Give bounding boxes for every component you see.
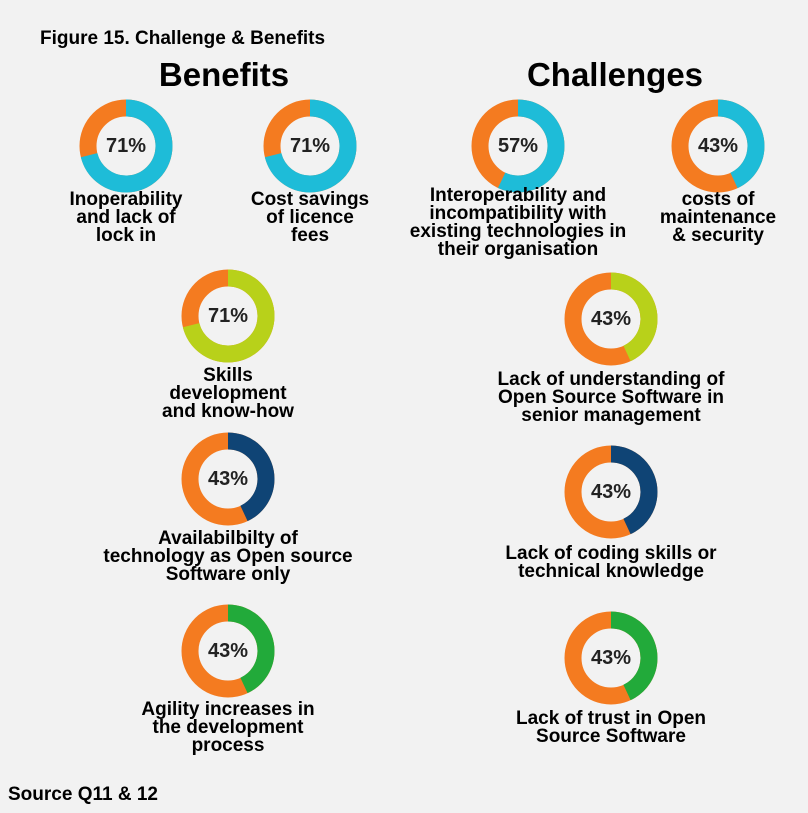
source-note: Source Q11 & 12	[8, 784, 158, 805]
donut-value-slice	[181, 604, 275, 698]
donut-svg	[564, 445, 658, 539]
donut-value-slice	[181, 432, 275, 526]
donut-chart: 43%	[563, 271, 659, 367]
donut-percent-label: 43%	[207, 467, 249, 490]
donut-svg	[564, 272, 658, 366]
donut-label: Skills development and know-how	[162, 365, 294, 422]
donut-label: Cost savings of licence fees	[250, 189, 370, 246]
donut-percent-label: 57%	[497, 134, 539, 157]
donut-value-slice	[471, 99, 565, 193]
donut-value-slice	[181, 269, 275, 363]
donut-value-slice	[564, 445, 658, 539]
donut-label: Lack of trust in Open Source Software	[515, 708, 707, 747]
donut-percent-label: 43%	[207, 639, 249, 662]
donut-chart: 71%	[78, 98, 174, 194]
donut-value-slice	[79, 99, 173, 193]
section-heading-benefits: Benefits	[158, 56, 290, 93]
donut-label: Inoperability and lack of lock in	[69, 189, 183, 246]
donut-percent-label: 43%	[590, 307, 632, 330]
donut-chart: 43%	[180, 431, 276, 527]
donut-svg	[181, 432, 275, 526]
donut-svg	[263, 99, 357, 193]
donut-svg	[181, 269, 275, 363]
donut-percent-label: 71%	[289, 134, 331, 157]
donut-label: Lack of coding skills or technical knowl…	[505, 543, 717, 582]
donut-chart: 71%	[262, 98, 358, 194]
donut-percent-label: 71%	[105, 134, 147, 157]
donut-chart: 43%	[563, 444, 659, 540]
donut-svg	[671, 99, 765, 193]
donut-label: Lack of understanding of Open Source Sof…	[497, 369, 725, 426]
donut-label: costs of maintenance & security	[659, 189, 777, 246]
donut-svg	[564, 611, 658, 705]
donut-chart: 71%	[180, 268, 276, 364]
donut-label: Agility increases in the development pro…	[141, 699, 315, 756]
donut-chart: 43%	[563, 610, 659, 706]
donut-value-slice	[564, 611, 658, 705]
donut-percent-label: 43%	[590, 646, 632, 669]
donut-chart: 43%	[180, 603, 276, 699]
section-heading-challenges: Challenges	[526, 56, 704, 93]
figure-title: Figure 15. Challenge & Benefits	[40, 28, 326, 49]
donut-svg	[181, 604, 275, 698]
donut-svg	[79, 99, 173, 193]
donut-percent-label: 43%	[590, 480, 632, 503]
donut-value-slice	[564, 272, 658, 366]
donut-chart: 57%	[470, 98, 566, 194]
donut-label: Availabilbilty of technology as Open sou…	[103, 528, 353, 585]
donut-percent-label: 71%	[207, 304, 249, 327]
donut-label: Interoperability and incompatibility wit…	[409, 185, 627, 260]
donut-value-slice	[263, 99, 357, 193]
donut-percent-label: 43%	[697, 134, 739, 157]
donut-value-slice	[671, 99, 765, 193]
donut-chart: 43%	[670, 98, 766, 194]
donut-svg	[471, 99, 565, 193]
